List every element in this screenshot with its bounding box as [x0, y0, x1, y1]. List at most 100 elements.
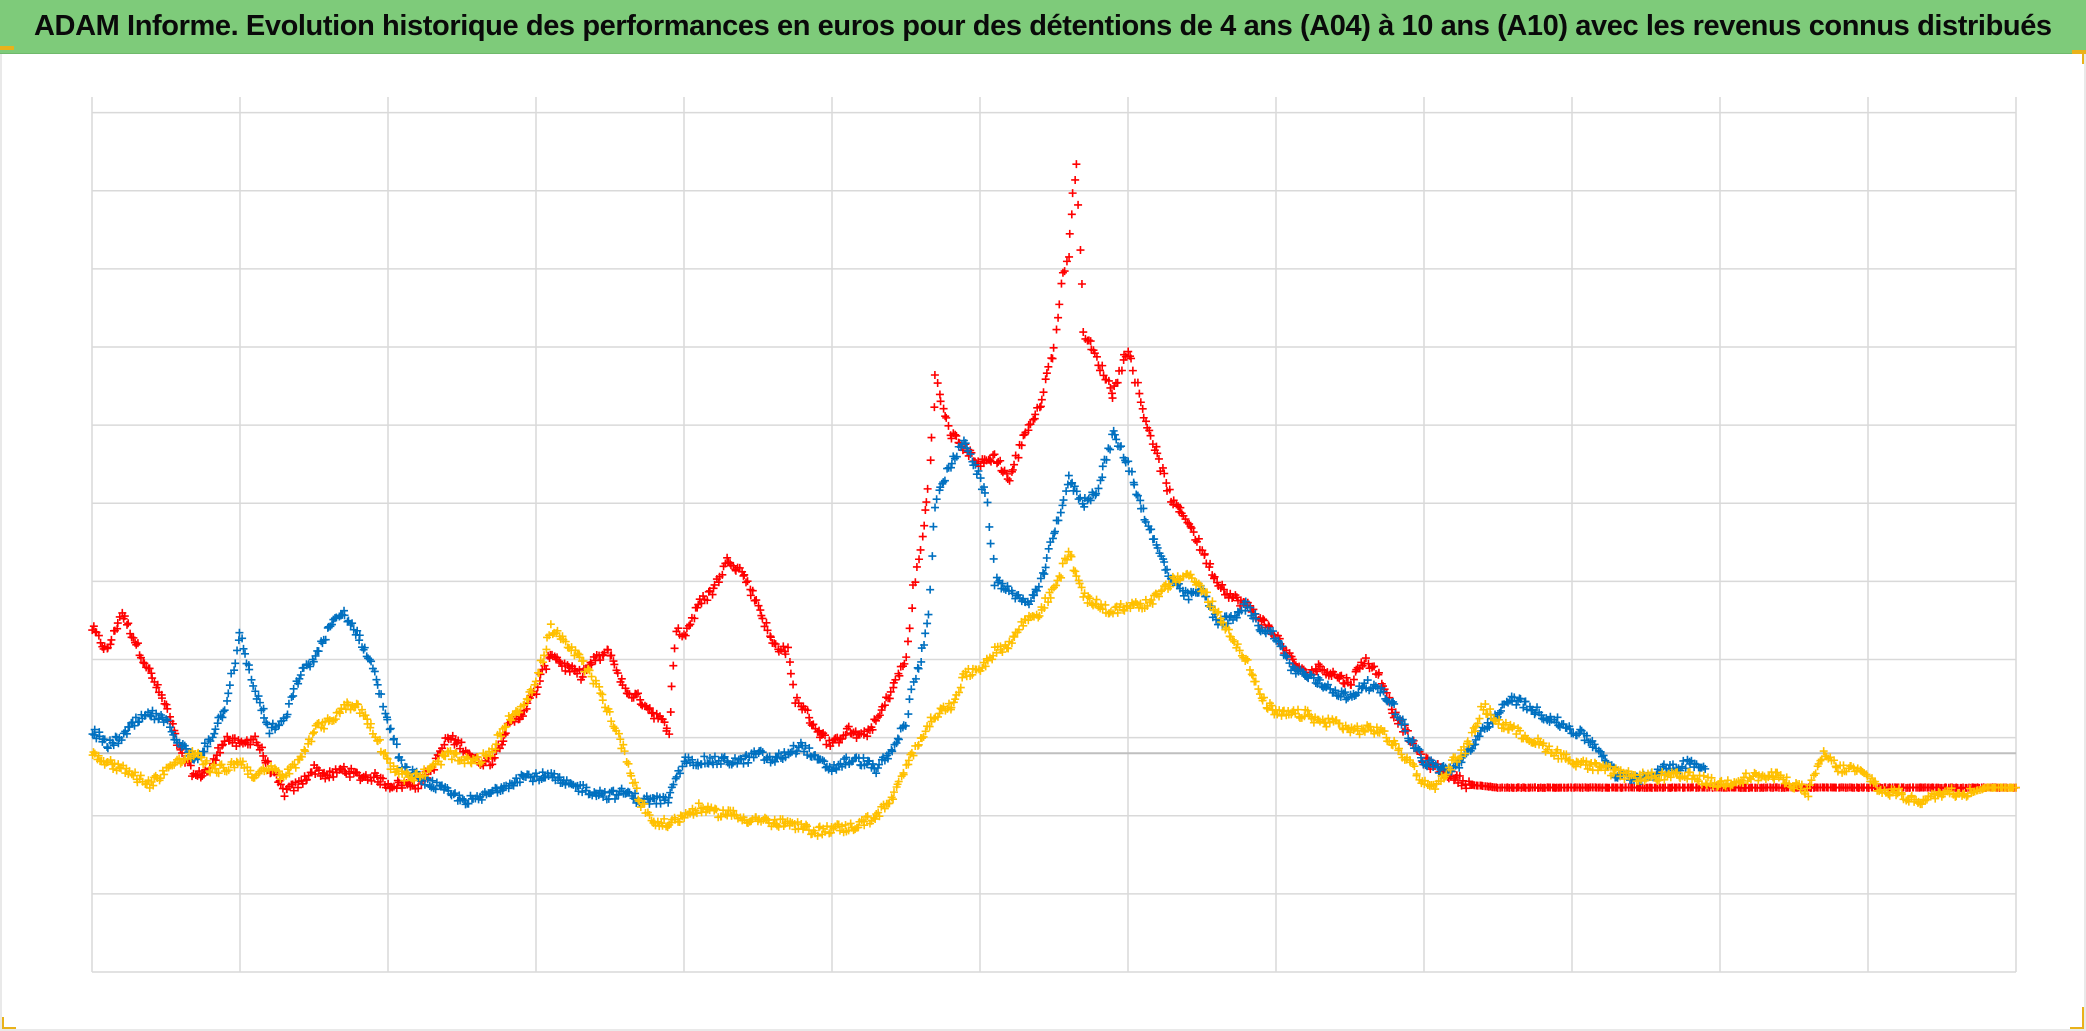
data-point — [1862, 770, 1871, 779]
data-point — [838, 734, 847, 743]
data-point — [1147, 595, 1156, 604]
data-point — [1871, 779, 1880, 788]
data-point — [1106, 445, 1115, 454]
data-point — [1374, 668, 1383, 677]
data-point — [1102, 455, 1111, 464]
data-point — [255, 698, 264, 707]
data-point — [162, 700, 171, 709]
data-point — [1673, 768, 1682, 777]
data-point — [1071, 567, 1080, 576]
data-point — [335, 709, 344, 718]
data-point — [1058, 268, 1067, 277]
data-point — [522, 694, 531, 703]
data-point — [1350, 692, 1359, 701]
data-point — [1039, 568, 1048, 577]
data-point — [1187, 524, 1196, 533]
data-point — [1606, 762, 1615, 771]
data-point — [678, 762, 687, 771]
data-point — [1032, 586, 1041, 595]
data-point — [1921, 796, 1930, 805]
data-point — [1410, 762, 1419, 771]
data-point — [928, 552, 937, 561]
data-point — [1529, 738, 1538, 747]
data-point — [214, 769, 223, 778]
data-point — [297, 752, 306, 761]
data-point — [1364, 659, 1373, 668]
data-point — [390, 734, 398, 743]
data-point — [540, 661, 549, 670]
data-point — [1442, 770, 1451, 779]
data-point — [301, 747, 310, 756]
data-point — [186, 761, 195, 770]
data-point — [145, 664, 154, 673]
series-0 — [88, 160, 2020, 801]
data-point — [398, 783, 407, 792]
data-point — [631, 789, 640, 798]
data-point — [1044, 362, 1053, 371]
data-point — [1839, 761, 1848, 770]
data-point — [125, 723, 134, 732]
data-point — [156, 774, 165, 783]
data-point — [1041, 563, 1050, 572]
data-point — [326, 622, 335, 631]
data-point — [1166, 582, 1175, 591]
data-point — [607, 651, 616, 660]
data-point — [314, 766, 323, 775]
data-point — [1750, 768, 1759, 777]
data-point — [690, 614, 699, 623]
data-point — [131, 713, 140, 722]
data-point — [1113, 378, 1122, 387]
data-point — [1130, 480, 1139, 489]
data-point — [820, 757, 829, 766]
data-point — [743, 577, 752, 586]
data-point — [1697, 780, 1706, 789]
data-point — [1194, 534, 1203, 543]
data-point — [1576, 725, 1585, 734]
data-point — [729, 806, 738, 815]
data-point — [710, 580, 719, 589]
data-point — [664, 793, 673, 802]
data-point — [103, 743, 112, 752]
data-point — [1112, 435, 1121, 444]
data-point — [1553, 713, 1562, 722]
data-point — [1516, 694, 1525, 703]
data-point — [634, 689, 643, 698]
data-point — [1057, 573, 1066, 582]
data-point — [1035, 611, 1044, 620]
data-point — [308, 729, 317, 738]
data-point — [947, 434, 956, 443]
data-point — [1241, 597, 1250, 606]
data-point — [1153, 543, 1162, 552]
data-point — [218, 741, 227, 750]
data-point — [1693, 775, 1702, 784]
data-point — [554, 774, 563, 783]
data-point — [912, 562, 921, 571]
data-point — [2012, 783, 2020, 792]
data-point — [771, 640, 780, 649]
data-point — [927, 433, 936, 442]
data-point — [1070, 482, 1079, 491]
data-point — [1054, 313, 1063, 322]
data-point — [585, 666, 594, 675]
data-point — [327, 620, 336, 629]
data-point — [300, 745, 309, 754]
data-point — [904, 756, 913, 765]
data-point — [883, 754, 892, 763]
data-point — [1010, 632, 1019, 641]
data-point — [614, 790, 623, 799]
data-point — [542, 665, 551, 674]
data-point — [372, 675, 381, 684]
data-point — [1064, 471, 1073, 480]
data-point — [989, 554, 998, 563]
data-point — [737, 755, 746, 764]
data-point — [1007, 639, 1016, 648]
corner-accent-top-right-h — [2072, 50, 2086, 54]
data-point — [680, 630, 688, 639]
data-point — [1701, 764, 1710, 773]
data-point — [863, 732, 872, 741]
data-point — [285, 769, 294, 778]
data-point — [1509, 722, 1518, 731]
data-point — [230, 763, 239, 772]
data-point — [762, 814, 771, 823]
data-point — [1124, 347, 1133, 356]
